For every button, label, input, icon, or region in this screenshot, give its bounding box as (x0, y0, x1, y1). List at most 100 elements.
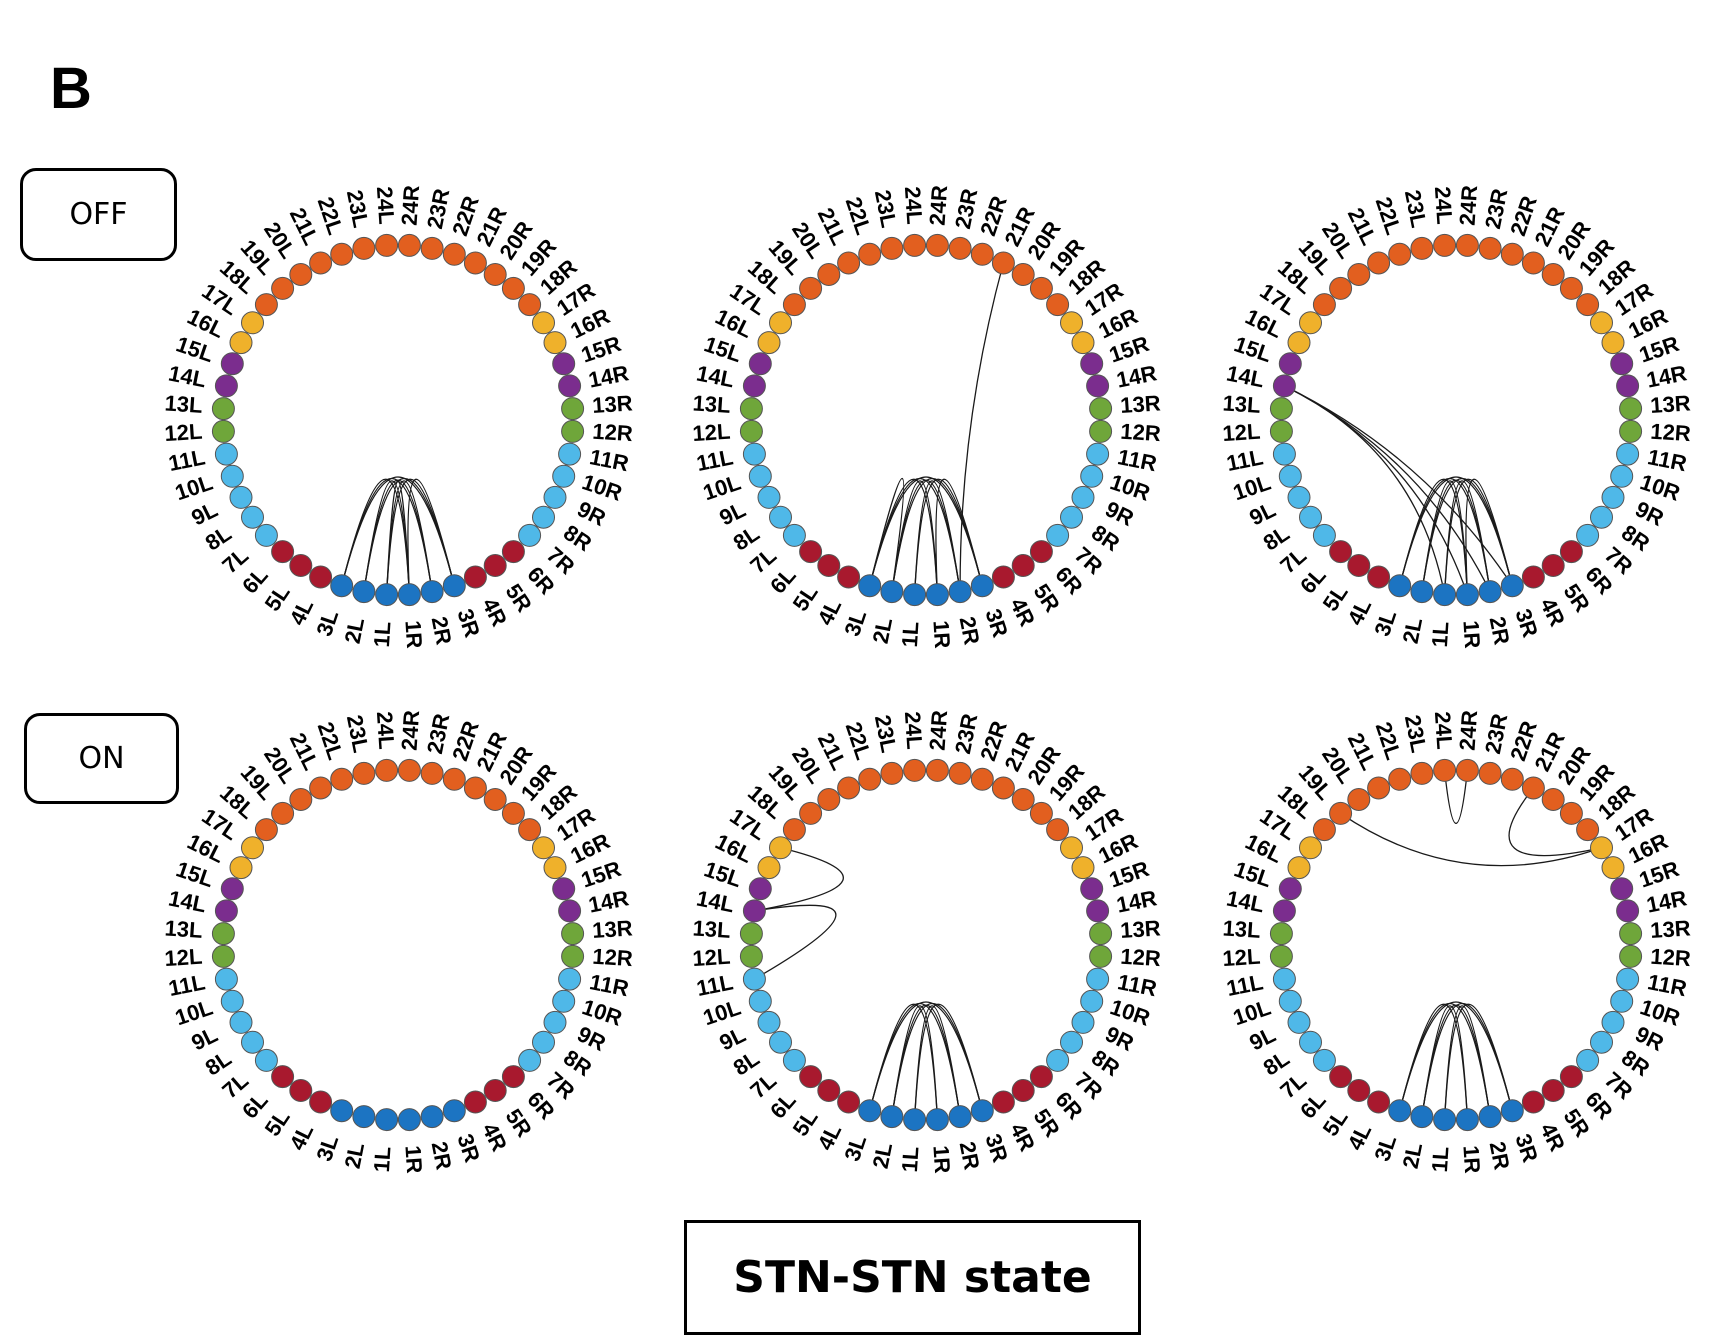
node-2R (420, 1105, 444, 1129)
node-12R (1089, 419, 1113, 443)
node-10L (1278, 989, 1302, 1013)
node-17L (769, 311, 792, 335)
node-15L (748, 877, 772, 901)
node-19L (271, 276, 295, 300)
node-1L (375, 1108, 399, 1132)
node-7L (782, 1048, 806, 1072)
node-label-3L: 3L (311, 607, 343, 639)
node-14R (1616, 899, 1640, 923)
node-23L (352, 761, 376, 785)
node-7L (1312, 523, 1336, 547)
node-8L (1299, 505, 1322, 529)
node-label-24L: 24L (900, 186, 927, 225)
node-1L (1433, 583, 1457, 607)
node-9L (229, 1010, 253, 1034)
edge-group (1284, 385, 1513, 595)
node-2L (880, 1105, 904, 1129)
node-5L (289, 1079, 313, 1102)
node-13R (561, 922, 585, 946)
node-21L (1367, 251, 1391, 275)
node-14L (1272, 899, 1296, 923)
node-17R (1590, 836, 1613, 860)
node-18L (254, 818, 278, 842)
edge-1R-3R (935, 478, 983, 595)
node-11R (1616, 442, 1640, 466)
node-15L (1278, 352, 1302, 376)
node-15L (1278, 877, 1302, 901)
node-23R (420, 761, 444, 785)
node-8R (532, 505, 555, 529)
node-label-2L: 2L (340, 1141, 370, 1171)
node-2L (1410, 580, 1434, 604)
node-4L (309, 565, 333, 589)
node-label-3L: 3L (311, 1132, 343, 1164)
node-label-12R: 12R (1120, 419, 1162, 447)
node-11R (1086, 967, 1110, 991)
node-label-13L: 13L (164, 390, 203, 417)
node-3R (1500, 1099, 1524, 1123)
edge-group (869, 262, 1005, 595)
node-1R (1455, 583, 1479, 607)
node-12L (211, 944, 235, 968)
node-1R (925, 1108, 949, 1132)
node-20L (817, 788, 841, 811)
edge-3L-3R (869, 1001, 983, 1111)
node-4R (1521, 565, 1545, 589)
node-12R (561, 944, 585, 968)
node-16L (757, 856, 781, 880)
node-6R (1559, 540, 1583, 564)
node-15R (1080, 352, 1104, 376)
node-21L (309, 776, 333, 800)
node-12L (211, 419, 235, 443)
node-5L (1347, 1079, 1371, 1102)
node-5R (483, 1079, 507, 1102)
node-11R (558, 967, 582, 991)
node-label-2R: 2R (1485, 614, 1515, 647)
edge-group (754, 847, 983, 1120)
node-22L (858, 767, 882, 791)
node-22R (1500, 242, 1524, 266)
node-label-1L: 1L (897, 621, 924, 648)
node-17L (1299, 836, 1322, 860)
node-label-2L: 2L (1398, 1141, 1428, 1171)
node-24L (375, 233, 399, 257)
node-10R (552, 989, 576, 1013)
node-15R (1080, 877, 1104, 901)
node-label-1R: 1R (928, 1145, 955, 1175)
node-label-12R: 12R (592, 944, 634, 972)
node-2R (1478, 1105, 1502, 1129)
edge-3L-3R (869, 476, 983, 586)
node-5L (289, 554, 313, 577)
node-16L (1287, 856, 1311, 880)
node-24L (375, 758, 399, 782)
node-3R (970, 574, 994, 598)
node-3L (858, 1099, 882, 1123)
node-12R (561, 419, 585, 443)
node-label-3L: 3L (839, 1132, 871, 1164)
node-label-12L: 12L (692, 944, 731, 971)
node-22L (1388, 242, 1412, 266)
node-label-2L: 2L (1398, 616, 1428, 646)
node-10R (1610, 989, 1634, 1013)
node-16R (543, 331, 567, 355)
node-label-3L: 3L (1369, 607, 1401, 639)
node-12R (1619, 944, 1643, 968)
node-20R (483, 788, 507, 811)
node-24R (397, 233, 421, 257)
node-10L (748, 989, 772, 1013)
node-14R (1616, 374, 1640, 398)
edge-1R-3R (1465, 478, 1513, 595)
node-label-13L: 13L (692, 915, 731, 942)
node-2R (948, 580, 972, 604)
node-5R (1541, 1079, 1565, 1102)
node-6R (501, 540, 525, 564)
node-label-13L: 13L (1222, 390, 1261, 417)
node-3L (1388, 574, 1412, 598)
node-10L (220, 464, 244, 488)
node-18L (782, 293, 806, 317)
edge-3L-3R (1399, 476, 1513, 586)
node-12R (1089, 944, 1113, 968)
node-21R (991, 251, 1015, 275)
node-1R (925, 583, 949, 607)
